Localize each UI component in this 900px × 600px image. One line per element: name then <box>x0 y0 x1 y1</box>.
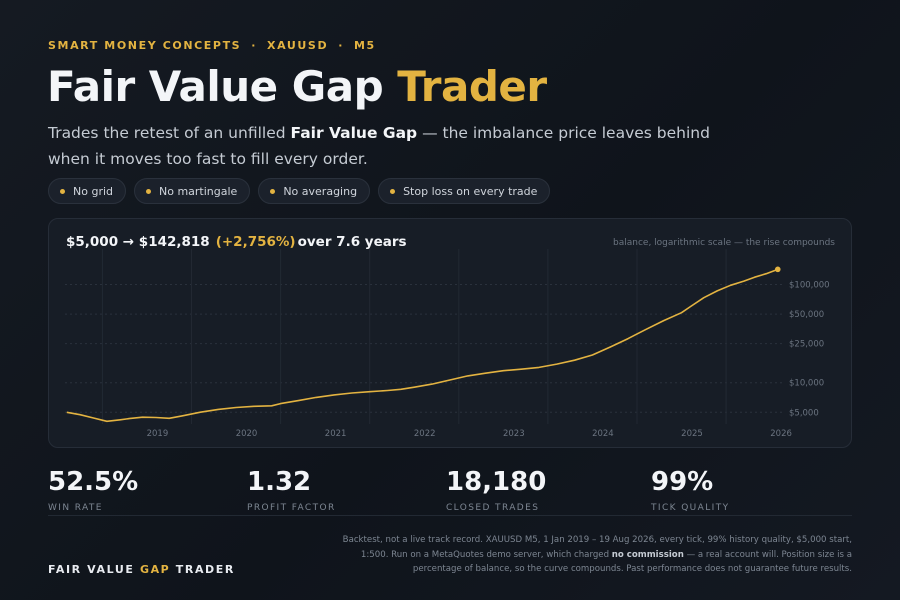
kicker-topic: SMART MONEY CONCEPTS <box>48 39 242 52</box>
stat-value: 18,180 <box>446 467 547 497</box>
x-tick-label: 2025 <box>681 429 703 439</box>
stat-label: WIN RATE <box>48 503 103 513</box>
subtitle-highlight: Fair Value Gap <box>290 124 418 142</box>
y-tick-label: $50,000 <box>789 310 824 320</box>
brand-accent: GAP <box>139 563 171 576</box>
bullet-dot-icon <box>270 189 276 194</box>
stat-closed-trades: 18,180 CLOSED TRADES <box>446 467 546 513</box>
bullet-dot-icon <box>146 189 151 194</box>
x-tick-label: 2020 <box>236 429 258 439</box>
balance-line <box>66 268 779 423</box>
pill-label: No grid <box>73 184 113 198</box>
x-tick-label: 2022 <box>414 429 436 439</box>
brand-tail: TRADER <box>170 563 235 576</box>
disclaimer-highlight: no commission <box>611 549 684 560</box>
stat-label: TICK QUALITY <box>651 503 730 513</box>
stat-value: 99% <box>651 467 714 497</box>
percent-gain: (+2,756%) <box>215 234 296 250</box>
pill-no-grid: No grid <box>48 178 126 204</box>
y-tick-label: $25,000 <box>789 340 824 350</box>
y-tick-label: $10,000 <box>789 379 824 389</box>
x-tick-label: 2021 <box>325 429 347 439</box>
pill-no-martingale: No martingale <box>134 178 251 204</box>
end-point-marker <box>774 266 781 273</box>
y-tick-label: $5,000 <box>789 408 819 418</box>
brand-lead: FAIR VALUE <box>48 563 140 576</box>
stat-profit-factor: 1.32 PROFIT FACTOR <box>247 467 336 513</box>
subtitle: Trades the retest of an unfilled Fair Va… <box>48 120 728 172</box>
pill-label: No martingale <box>159 184 238 198</box>
divider <box>48 515 852 516</box>
kicker: SMART MONEY CONCEPTS · XAUUSD · M5 <box>48 39 376 52</box>
stat-label: CLOSED TRADES <box>446 503 540 513</box>
disclaimer-tail: — a real account will. Position size is … <box>412 549 852 575</box>
stat-value: 52.5% <box>48 467 139 497</box>
equity-chart-card: $5,000 $10,000 $25,000 $50,000 $100,000 2019 2… <box>48 218 852 448</box>
period: over 7.6 years <box>297 234 407 250</box>
pill-label: Stop loss on every trade <box>403 184 538 198</box>
kicker-timeframe: M5 <box>353 39 376 52</box>
kicker-symbol: XAUUSD <box>267 39 329 52</box>
title-accent: Trader <box>397 62 547 111</box>
chart-note: balance, logarithmic scale — the rise co… <box>613 238 835 248</box>
stat-value: 1.32 <box>247 467 312 497</box>
stat-label: PROFIT FACTOR <box>247 503 336 513</box>
subtitle-lead: Trades the retest of an unfilled <box>48 124 291 142</box>
disclaimer: Backtest, not a live track record. XAUUS… <box>322 533 852 577</box>
feature-pills: No grid No martingale No averaging Stop … <box>48 178 551 204</box>
stats-row: 52.5% WIN RATE 1.32 PROFIT FACTOR 18,180… <box>48 467 852 517</box>
x-tick-label: 2026 <box>770 429 792 439</box>
page-title: Fair Value Gap Trader <box>47 62 547 111</box>
subtitle-tail: — the imbalance price leaves behind when… <box>48 124 710 168</box>
pill-no-averaging: No averaging <box>258 178 371 204</box>
pill-stop-loss: Stop loss on every trade <box>378 178 551 204</box>
stat-tick-quality: 99% TICK QUALITY <box>651 467 730 513</box>
x-tick-label: 2019 <box>147 429 169 439</box>
bullet-dot-icon <box>60 189 65 194</box>
kicker-separator: · <box>251 39 257 52</box>
bullet-dot-icon <box>390 189 396 194</box>
y-tick-label: $100,000 <box>789 281 830 291</box>
disclaimer-lead: Backtest, not a live track record. XAUUS… <box>342 535 852 560</box>
x-tick-label: 2024 <box>592 429 614 439</box>
kicker-separator: · <box>338 39 344 52</box>
chart-headline: $5,000 → $142,818 (+2,756%) over 7.6 years <box>66 234 407 250</box>
stat-win-rate: 52.5% WIN RATE <box>48 467 138 513</box>
balance-change: $5,000 → $142,818 <box>66 234 210 250</box>
x-tick-label: 2023 <box>503 429 525 439</box>
title-main: Fair Value Gap <box>47 62 384 111</box>
equity-chart: $5,000 $10,000 $25,000 $50,000 $100,000 2019 2… <box>65 249 830 439</box>
pill-label: No averaging <box>283 184 358 198</box>
brand-wordmark: FAIR VALUE GAP TRADER <box>48 563 235 576</box>
